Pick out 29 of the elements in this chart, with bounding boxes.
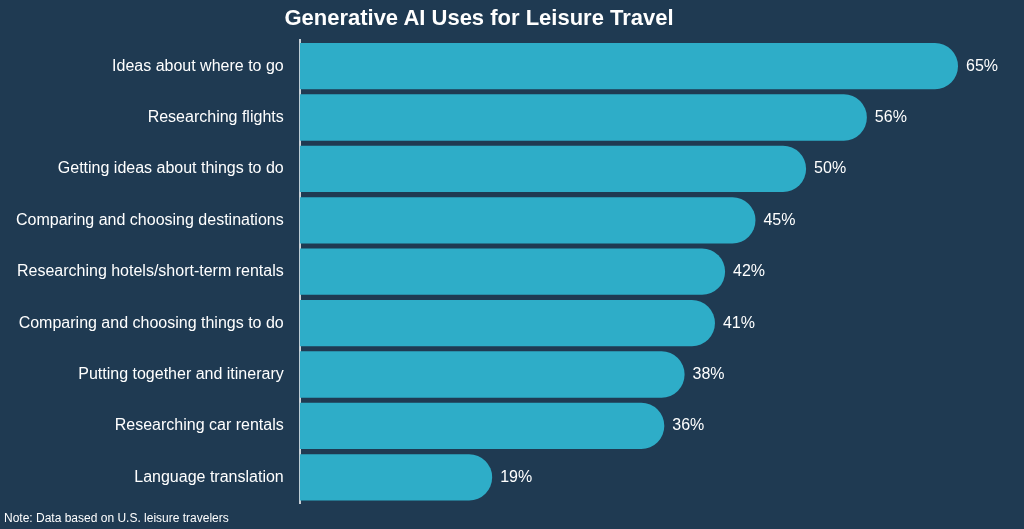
data-label: 42%: [733, 262, 766, 280]
data-label: 56%: [874, 107, 907, 125]
y-tick-label: Putting together and itinerary: [78, 364, 284, 382]
bar: [299, 197, 756, 244]
bar: [299, 454, 493, 501]
data-label: 19%: [500, 467, 533, 485]
y-tick-label: Researching flights: [147, 107, 284, 125]
data-label: 41%: [722, 313, 755, 331]
y-tick-label: Getting ideas about things to do: [57, 159, 284, 177]
y-tick-label: Ideas about where to go: [112, 56, 284, 74]
text: Note: Data based on U.S. leisure travelers: [4, 511, 229, 526]
bar: [299, 351, 685, 398]
y-tick-label: Comparing and choosing destinations: [15, 210, 284, 228]
data-label: 65%: [966, 56, 999, 74]
bar: [299, 94, 867, 141]
data-label: 45%: [763, 210, 796, 228]
bar: [299, 42, 958, 90]
bar: [299, 145, 807, 193]
data-label: 38%: [692, 364, 725, 382]
y-tick-label: Researching hotels/short-term rentals: [16, 262, 284, 280]
y-tick-label: Comparing and choosing things to do: [18, 313, 284, 331]
chart-title: Generative AI Uses for Leisure Travel: [284, 5, 674, 31]
bar: [299, 248, 726, 295]
data-label: 36%: [672, 416, 705, 434]
y-tick-label: Researching car rentals: [114, 416, 284, 434]
bar: [299, 402, 665, 450]
data-label: 50%: [814, 159, 847, 177]
bar: [299, 299, 715, 347]
y-tick-label: Language translation: [134, 467, 284, 485]
